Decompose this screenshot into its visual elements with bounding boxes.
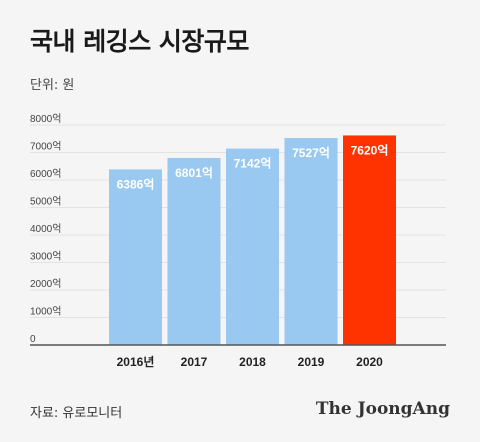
bar <box>226 148 279 345</box>
y-tick-label: 8000억 <box>30 113 61 125</box>
bar-value-label: 6386억 <box>117 177 155 191</box>
bar <box>284 138 338 345</box>
bar <box>343 135 396 345</box>
y-tick-label: 7000억 <box>30 141 61 153</box>
source-label: 자료: 유로모니터 <box>30 406 123 421</box>
x-category-label: 2018 <box>239 355 266 369</box>
bar <box>109 169 162 345</box>
bar-value-label: 6801억 <box>175 166 213 180</box>
bar <box>167 157 221 345</box>
y-tick-label: 2000억 <box>30 278 61 290</box>
bar-value-label: 7620억 <box>351 143 389 157</box>
x-category-label: 2016년 <box>117 355 155 369</box>
chart-title: 국내 레깅스 시장규모 <box>30 27 249 56</box>
x-category-label: 2017 <box>181 355 208 369</box>
bar-value-label: 7142억 <box>234 157 272 171</box>
y-tick-label: 0 <box>30 334 36 345</box>
y-tick-label: 1000억 <box>30 306 61 318</box>
y-tick-label: 6000억 <box>30 168 61 180</box>
bar-value-label: 7527억 <box>292 146 330 160</box>
publisher-logo: The JoongAng <box>315 399 450 419</box>
y-tick-label: 4000억 <box>30 223 61 235</box>
y-tick-label: 3000억 <box>30 251 61 263</box>
x-category-label: 2020 <box>356 355 383 369</box>
unit-label: 단위: 원 <box>30 78 75 93</box>
y-tick-label: 5000억 <box>30 196 61 208</box>
x-category-label: 2019 <box>298 355 325 369</box>
